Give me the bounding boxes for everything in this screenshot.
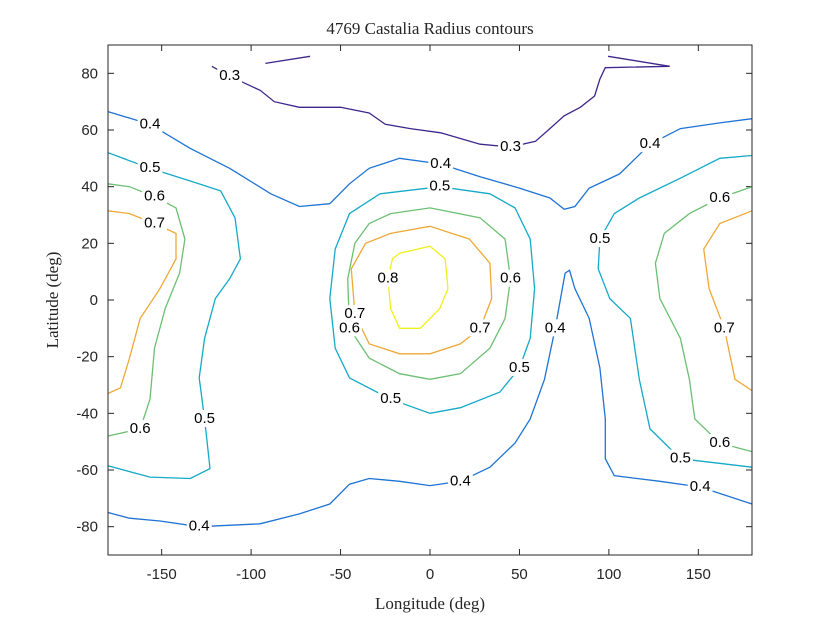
y-tick-label: -40 <box>76 405 98 422</box>
x-tick-label: 50 <box>511 566 528 583</box>
contour-label: 0.7 <box>714 319 735 336</box>
contour-line <box>654 186 753 453</box>
contour-label-bg <box>137 159 163 177</box>
contour-label: 0.5 <box>380 390 401 407</box>
contour-line <box>350 225 493 355</box>
x-tick-label: 150 <box>686 566 711 583</box>
contour-line <box>107 269 753 528</box>
contour-line <box>597 154 753 468</box>
contour-label-bg <box>378 390 404 408</box>
contour-label-bg <box>498 137 523 155</box>
contour-label-bg <box>542 319 568 337</box>
contour-label: 0.6 <box>500 270 521 287</box>
contour-label-bg <box>127 419 153 437</box>
contour-label: 0.7 <box>144 214 165 231</box>
contour-labels: 0.3 0.3 0.4 0.4 0.4 0.4 0.4 0.4 0.4 0.5 0.5 0.5 0.5 0… <box>127 67 737 535</box>
contour-label-bg <box>428 154 454 172</box>
x-axis-label: Longitude (deg) <box>375 594 485 613</box>
contour-label-bg <box>427 177 453 195</box>
y-tick-label: 20 <box>81 235 98 252</box>
contour-label-bg <box>467 319 493 337</box>
contour-line <box>107 152 242 480</box>
y-tick-label: -20 <box>76 349 98 366</box>
contour-label-bg <box>337 319 362 337</box>
x-tick-label: 100 <box>596 566 621 583</box>
contour-label: 0.5 <box>590 230 611 247</box>
y-tick-label: 80 <box>81 65 98 82</box>
contour-label: 0.8 <box>378 270 399 287</box>
contour-line <box>265 55 311 65</box>
contour-label: 0.5 <box>670 450 691 467</box>
contour-label: 0.4 <box>450 472 471 489</box>
contour-line <box>107 110 753 211</box>
y-axis-label: Latitude (deg) <box>43 252 62 349</box>
contour-line <box>703 210 753 392</box>
x-tick-label: -100 <box>236 566 266 583</box>
contour-label: 0.3 <box>219 67 240 84</box>
contour-label-bg <box>217 67 243 85</box>
contour-label-bg <box>192 409 218 427</box>
y-tick-label: 60 <box>81 122 98 139</box>
contour-label: 0.7 <box>344 305 365 322</box>
contour-label: 0.4 <box>545 319 566 336</box>
contour-line <box>329 186 536 414</box>
contour-label: 0.4 <box>690 478 711 495</box>
contour-label-bg <box>711 319 737 337</box>
contour-label-bg <box>498 269 523 287</box>
contour-label-bg <box>342 305 368 323</box>
plot-area: -150 -100 -50 0 50 100 150 -80 -60 -40 -20 0 20 40 60 8… <box>76 44 753 583</box>
contour-label-bg <box>186 517 212 535</box>
y-tick-label: -80 <box>76 519 98 536</box>
contour-line <box>347 207 512 380</box>
plot-frame <box>107 44 753 556</box>
contour-label: 0.6 <box>709 434 730 451</box>
contour-lines <box>107 55 753 528</box>
y-tick-label: 0 <box>90 292 98 309</box>
contour-line <box>107 210 177 395</box>
y-tick-label: -60 <box>76 462 98 479</box>
y-tick-label: 40 <box>81 179 98 196</box>
contour-label-bg <box>587 230 613 248</box>
x-tick-label: -50 <box>330 566 352 583</box>
contour-line <box>211 55 670 148</box>
contour-label: 0.3 <box>500 138 521 155</box>
x-tick-label: -150 <box>147 566 177 583</box>
contour-label: 0.4 <box>430 155 451 172</box>
contour-label: 0.6 <box>144 188 165 205</box>
contour-label-bg <box>507 358 532 376</box>
contour-label-bg <box>142 214 167 232</box>
contour-label-bg <box>447 472 473 490</box>
chart-title: 4769 Castalia Radius contours <box>326 19 533 38</box>
contour-label: 0.4 <box>140 115 161 132</box>
contour-label: 0.7 <box>470 319 491 336</box>
contour-label-bg <box>375 269 401 287</box>
contour-label: 0.5 <box>509 359 530 376</box>
contour-label-bg <box>137 115 163 133</box>
contour-label: 0.6 <box>709 189 730 206</box>
contour-label: 0.5 <box>140 159 161 176</box>
contour-label-bg <box>707 434 733 452</box>
contour-label: 0.6 <box>339 319 360 336</box>
contour-label-bg <box>637 135 663 153</box>
contour-label-bg <box>142 187 167 205</box>
contour-label-bg <box>707 188 733 206</box>
contour-label: 0.4 <box>189 518 210 535</box>
contour-label-bg <box>687 477 713 495</box>
contour-label: 0.4 <box>640 135 661 152</box>
contour-label: 0.5 <box>429 178 450 195</box>
contour-label: 0.6 <box>130 420 151 437</box>
contour-label: 0.5 <box>194 410 215 427</box>
x-tick-label: 0 <box>426 566 434 583</box>
contour-label-bg <box>668 449 693 467</box>
